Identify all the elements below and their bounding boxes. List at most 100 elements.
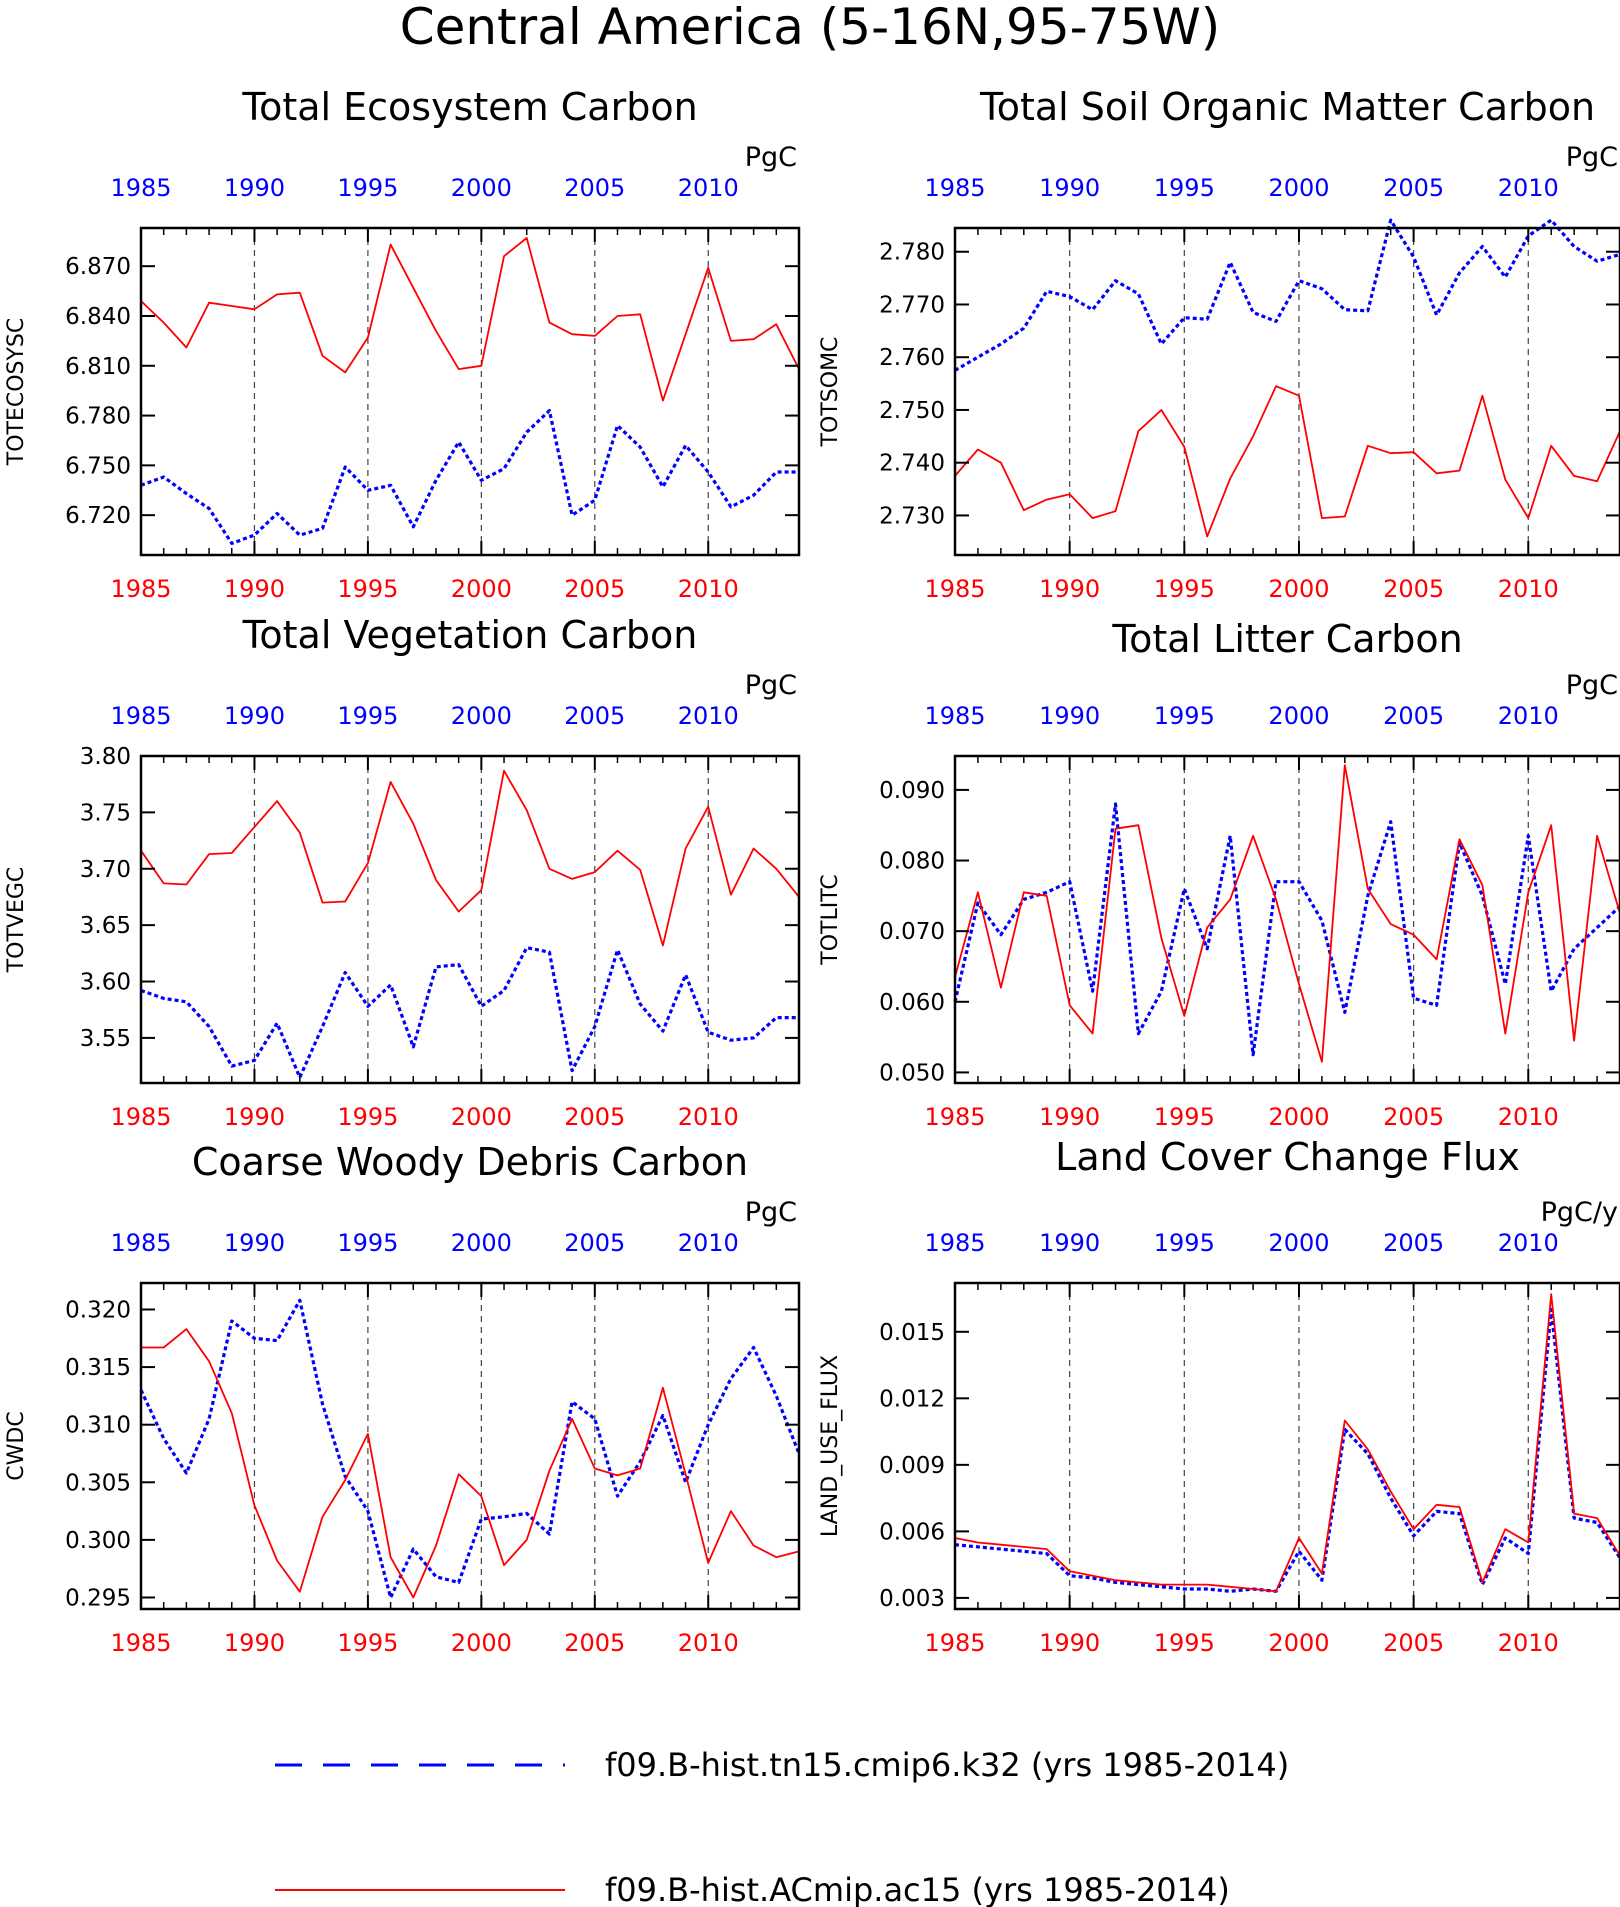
series-line-red (954, 385, 1620, 538)
x-tick-label-top: 2010 (1498, 1229, 1559, 1257)
units-label: PgC (745, 142, 797, 173)
x-tick-label-top: 2000 (1268, 174, 1329, 202)
x-tick-label-bottom: 2010 (678, 1629, 739, 1657)
y-tick-label: 2.760 (879, 345, 945, 371)
x-tick-label-top: 2010 (678, 702, 739, 730)
y-tick-label: 0.090 (879, 778, 945, 804)
plot-frame (953, 226, 1620, 557)
chart-title: Land Cover Change Flux (1055, 1135, 1520, 1179)
x-tick-label-bottom: 2005 (564, 1103, 625, 1131)
y-tick-label: 0.015 (879, 1320, 945, 1346)
units-label: PgC/y (1541, 1197, 1618, 1228)
x-tick-label-bottom: 2005 (1383, 1103, 1444, 1131)
plot-frame (139, 1281, 801, 1611)
legend-label: f09.B-hist.tn15.cmip6.k32 (yrs 1985-2014… (605, 1746, 1289, 1784)
x-tick-label-top: 2000 (451, 702, 512, 730)
x-tick-label-bottom: 1990 (224, 1103, 285, 1131)
y-tick-label: 0.300 (65, 1528, 131, 1554)
chart-land-cover-change-flux: Land Cover Change Flux PgC/y LAND_USE_FLUX… (818, 1135, 1620, 1657)
x-tick-label-bottom: 1985 (924, 575, 985, 603)
chart-panels: Total Ecosystem Carbon PgC TOTECOSYSC 1985 1… (4, 85, 1620, 1657)
y-tick-label: 0.006 (879, 1519, 945, 1545)
y-axis-label: TOTVEGC (4, 867, 29, 974)
units-label: PgC (745, 1197, 797, 1228)
x-tick-label-top: 1990 (224, 174, 285, 202)
chart-total-vegetation-carbon: Total Vegetation Carbon PgC TOTVEGC 1985 198… (4, 613, 801, 1131)
y-tick-label: 6.750 (65, 453, 131, 479)
y-tick-label: 3.80 (80, 744, 131, 770)
series-line-red (141, 1328, 800, 1599)
x-tick-label-bottom: 1985 (924, 1103, 985, 1131)
x-tick-label-bottom: 2000 (1268, 575, 1329, 603)
y-tick-label: 2.730 (879, 503, 945, 529)
series-line-blue (954, 1307, 1620, 1593)
y-tick-label: 6.780 (65, 404, 131, 430)
y-tick-label: 6.870 (65, 254, 131, 280)
x-tick-label-bottom: 1995 (337, 1629, 398, 1657)
x-tick-label-top: 2005 (1383, 1229, 1444, 1257)
series-line-red (140, 237, 800, 402)
series-line-red (954, 764, 1620, 1063)
chart-title: Coarse Woody Debris Carbon (192, 1140, 748, 1184)
y-tick-label: 0.060 (879, 990, 945, 1016)
plot-frame (139, 754, 801, 1085)
x-tick-label-bottom: 1990 (1039, 1629, 1100, 1657)
x-tick-label-bottom: 1995 (337, 575, 398, 603)
y-tick-label: 6.810 (65, 354, 131, 380)
y-tick-label: 2.770 (879, 292, 945, 318)
series-line-blue (953, 802, 1620, 1057)
x-tick-label-bottom: 1995 (1154, 575, 1215, 603)
x-tick-label-bottom: 1995 (337, 1103, 398, 1131)
x-tick-label-bottom: 1990 (224, 1629, 285, 1657)
x-tick-label-top: 2000 (1268, 1229, 1329, 1257)
x-tick-label-top: 2010 (678, 174, 739, 202)
x-tick-label-top: 2005 (564, 702, 625, 730)
x-tick-label-top: 1995 (337, 1229, 398, 1257)
legend: f09.B-hist.tn15.cmip6.k32 (yrs 1985-2014… (275, 1746, 1289, 1907)
y-tick-label: 0.070 (879, 919, 945, 945)
y-tick-label: 0.009 (879, 1453, 945, 1479)
chart-title: Total Soil Organic Matter Carbon (979, 85, 1595, 129)
x-tick-label-top: 1985 (110, 1229, 171, 1257)
y-tick-label: 0.315 (65, 1355, 131, 1381)
x-tick-label-top: 2005 (1383, 702, 1444, 730)
x-tick-label-bottom: 2005 (564, 1629, 625, 1657)
x-tick-label-top: 1985 (924, 702, 985, 730)
y-tick-label: 3.55 (80, 1026, 131, 1052)
x-tick-label-bottom: 1985 (924, 1629, 985, 1657)
y-tick-label: 2.750 (879, 398, 945, 424)
chart-title: Total Litter Carbon (1111, 617, 1462, 661)
y-axis-label: TOTSOMC (818, 337, 843, 448)
y-tick-label: 0.295 (65, 1585, 131, 1611)
y-tick-label: 2.780 (879, 240, 945, 266)
x-tick-label-bottom: 1990 (1039, 575, 1100, 603)
x-tick-label-top: 2000 (451, 1229, 512, 1257)
y-axis-label: LAND_USE_FLUX (818, 1355, 843, 1537)
y-tick-label: 6.840 (65, 304, 131, 330)
chart-coarse-woody-debris-carbon: Coarse Woody Debris Carbon PgC CWDC 1985 198… (4, 1140, 801, 1657)
figure-title: Central America (5-16N,95-75W) (400, 0, 1221, 56)
y-tick-label: 2.740 (879, 451, 945, 477)
x-tick-label-top: 1995 (1154, 702, 1215, 730)
y-tick-label: 0.080 (879, 849, 945, 875)
x-tick-label-bottom: 2000 (1268, 1629, 1329, 1657)
x-tick-label-top: 2010 (678, 1229, 739, 1257)
series-line-blue (140, 409, 799, 546)
x-tick-label-top: 1985 (110, 174, 171, 202)
x-tick-label-bottom: 2000 (1268, 1103, 1329, 1131)
x-tick-label-top: 1985 (924, 1229, 985, 1257)
x-tick-label-bottom: 1985 (110, 1629, 171, 1657)
x-tick-label-top: 1995 (337, 702, 398, 730)
y-tick-label: 3.65 (80, 913, 131, 939)
series-line-blue (140, 946, 799, 1080)
x-tick-label-bottom: 2005 (564, 575, 625, 603)
y-tick-label: 0.050 (879, 1060, 945, 1086)
x-tick-label-bottom: 2000 (451, 1629, 512, 1657)
y-tick-label: 0.305 (65, 1470, 131, 1496)
x-tick-label-top: 1985 (110, 702, 171, 730)
y-tick-label: 3.70 (80, 857, 131, 883)
x-tick-label-top: 2005 (564, 174, 625, 202)
plot-frame (139, 226, 801, 557)
series-line-red (954, 1293, 1620, 1593)
